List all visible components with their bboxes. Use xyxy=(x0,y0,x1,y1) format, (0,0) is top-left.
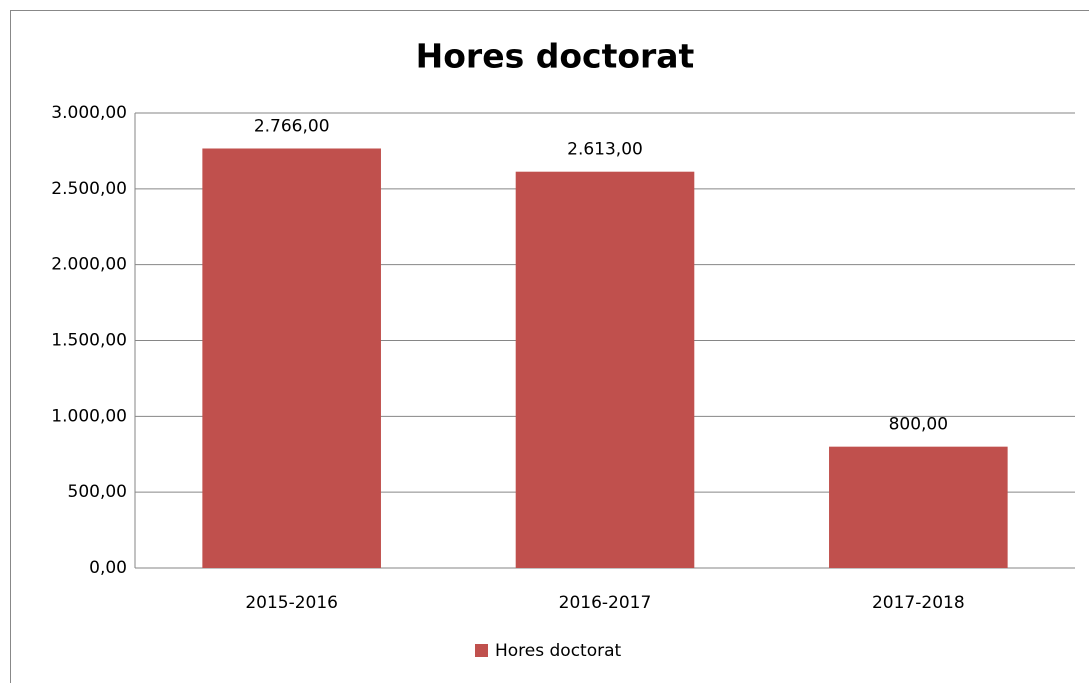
x-tick-label: 2015-2016 xyxy=(245,593,338,613)
x-tick-label: 2017-2018 xyxy=(872,593,965,613)
y-tick-label: 2.500,00 xyxy=(51,179,127,199)
y-tick-label: 1.500,00 xyxy=(51,331,127,351)
chart-title: Hores doctorat xyxy=(416,37,695,76)
y-tick-label: 0,00 xyxy=(89,558,127,578)
legend-swatch xyxy=(475,644,488,657)
bar xyxy=(202,148,381,569)
data-label: 2.766,00 xyxy=(254,116,330,136)
data-label: 800,00 xyxy=(889,415,948,435)
y-tick-label: 500,00 xyxy=(68,482,127,502)
data-label: 2.613,00 xyxy=(567,140,643,160)
legend-label: Hores doctorat xyxy=(495,641,622,661)
y-tick-label: 1.000,00 xyxy=(51,406,127,426)
x-tick-label: 2016-2017 xyxy=(559,593,652,613)
y-tick-label: 2.000,00 xyxy=(51,255,127,275)
bar xyxy=(829,446,1008,568)
y-tick-label: 3.000,00 xyxy=(51,103,127,123)
bar xyxy=(515,171,695,568)
